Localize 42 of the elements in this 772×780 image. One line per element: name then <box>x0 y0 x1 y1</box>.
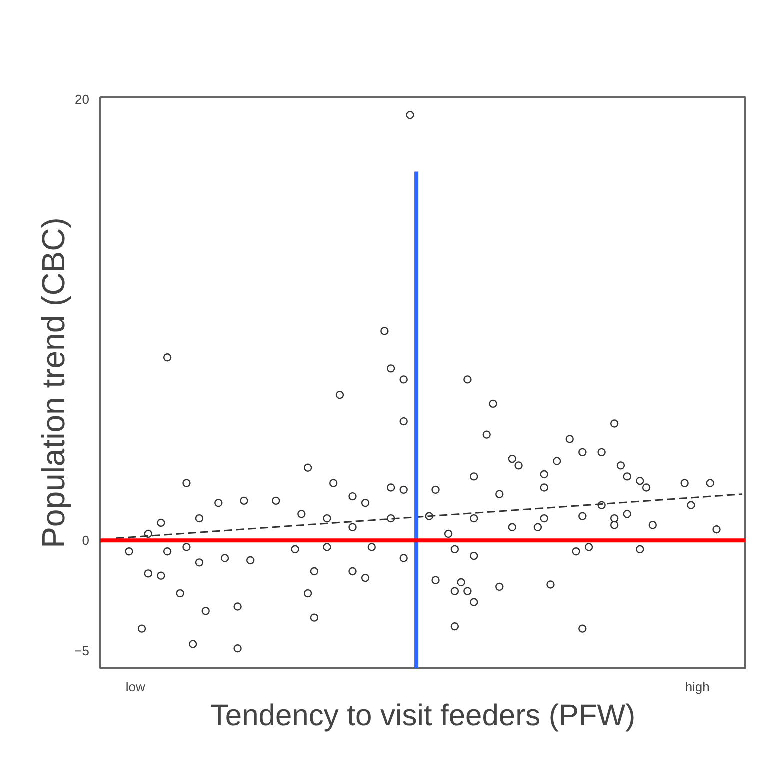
point <box>157 572 166 580</box>
point <box>163 548 172 556</box>
point <box>610 514 619 523</box>
point <box>450 622 460 631</box>
point <box>386 514 396 523</box>
x-axis-title: Tendency to visit feeders (PFW) <box>210 700 636 732</box>
point <box>234 644 242 653</box>
point <box>508 523 517 532</box>
x-tick-label: high <box>685 680 710 694</box>
point <box>450 587 460 596</box>
point <box>304 589 312 598</box>
point <box>348 523 357 532</box>
point <box>400 417 408 426</box>
point <box>610 521 619 530</box>
point <box>400 554 408 562</box>
y-tick-label: 20 <box>75 92 90 108</box>
point <box>144 570 152 578</box>
point <box>623 510 632 518</box>
point <box>361 574 370 582</box>
point <box>470 598 478 606</box>
point <box>578 624 587 633</box>
x-tick-label: low <box>126 680 146 694</box>
point <box>636 545 644 554</box>
point <box>470 552 478 560</box>
point <box>464 587 472 596</box>
y-tick-label: −5 <box>74 643 90 658</box>
point <box>323 543 332 552</box>
point <box>182 543 191 552</box>
point <box>195 558 204 567</box>
point <box>432 576 440 584</box>
point <box>540 470 548 479</box>
point <box>348 567 357 576</box>
point <box>540 514 548 523</box>
point <box>496 582 504 592</box>
y-axis-title: Population trend (CBC) <box>36 218 72 548</box>
point <box>598 501 606 510</box>
point <box>470 514 478 523</box>
point <box>400 376 408 384</box>
y-tick-label: 0 <box>82 533 90 548</box>
point <box>578 512 587 520</box>
point <box>386 364 396 373</box>
point <box>310 614 319 622</box>
